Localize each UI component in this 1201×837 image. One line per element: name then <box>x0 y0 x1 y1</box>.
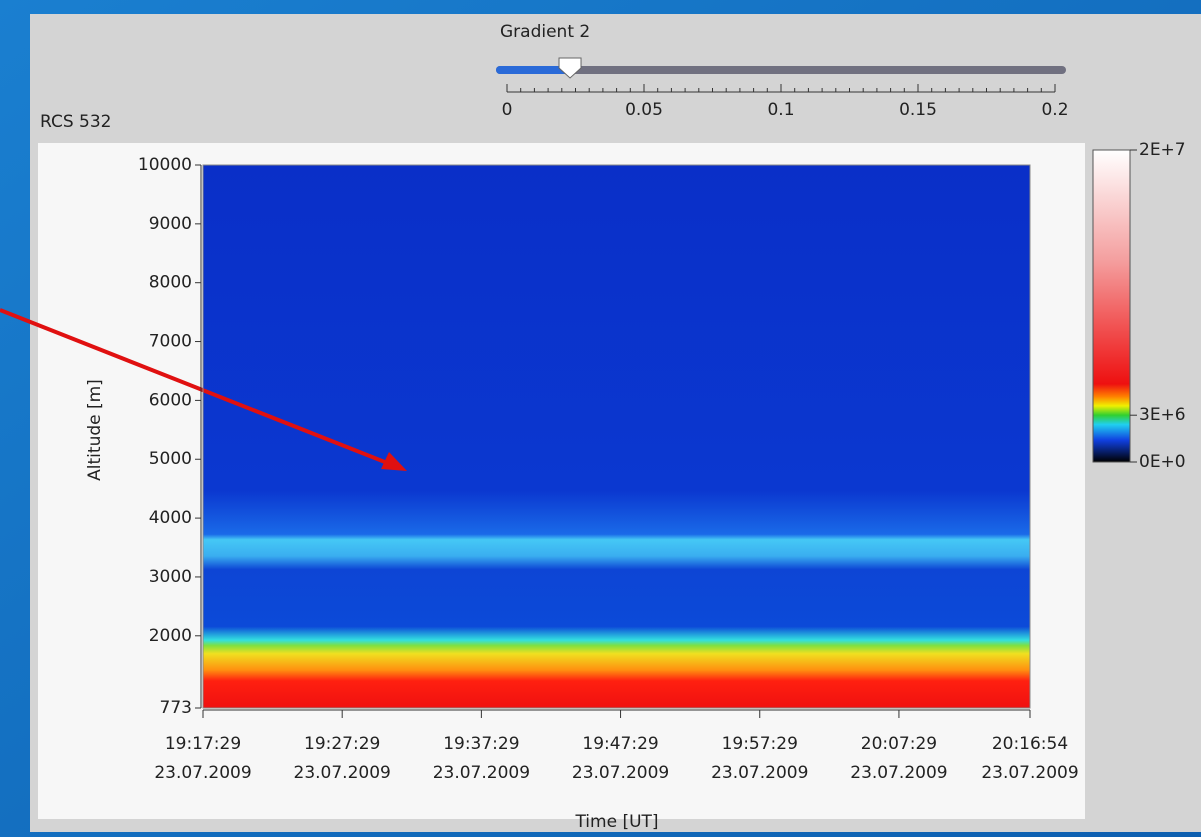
slider-tick-label: 0.1 <box>767 100 794 120</box>
color-tick-label: 0E+0 <box>1139 452 1186 472</box>
x-tick-label: 20:16:54 <box>992 734 1068 754</box>
y-tick-label: 7000 <box>149 332 192 352</box>
slider-tick-label: 0.15 <box>899 100 937 120</box>
x-tick-label: 19:47:29 <box>582 734 658 754</box>
x-tick-label: 20:07:29 <box>861 734 937 754</box>
x-tick-label: 19:37:29 <box>443 734 519 754</box>
graph-title: RCS 532 <box>40 112 111 132</box>
x-tick-date: 23.07.2009 <box>850 763 947 783</box>
y-tick-label: 6000 <box>149 390 192 410</box>
y-tick-label: 8000 <box>149 273 192 293</box>
x-tick-date: 23.07.2009 <box>154 763 251 783</box>
screen: Gradient 2 RCS 532 Time [UT] Altitude [m… <box>0 0 1201 837</box>
y-tick-label: 9000 <box>149 214 192 234</box>
x-tick-label: 19:17:29 <box>165 734 241 754</box>
y-axis-label: Altitude [m] <box>85 379 105 481</box>
color-tick-label: 2E+7 <box>1139 140 1186 160</box>
intensity-image <box>203 165 1030 708</box>
y-tick-label: 3000 <box>149 567 192 587</box>
slider-tick-label: 0.2 <box>1041 100 1068 120</box>
x-tick-date: 23.07.2009 <box>294 763 391 783</box>
slider-tick-label: 0 <box>502 100 513 120</box>
x-tick-label: 19:27:29 <box>304 734 380 754</box>
y-tick-label: 10000 <box>138 155 192 175</box>
color-ramp <box>1093 150 1130 462</box>
x-axis-label: Time [UT] <box>574 812 658 832</box>
x-tick-date: 23.07.2009 <box>711 763 808 783</box>
x-tick-date: 23.07.2009 <box>981 763 1078 783</box>
y-tick-label: 5000 <box>149 449 192 469</box>
y-tick-label: 773 <box>160 698 192 718</box>
page: Gradient 2 RCS 532 Time [UT] Altitude [m… <box>0 0 1201 837</box>
x-tick-date: 23.07.2009 <box>572 763 669 783</box>
y-tick-label: 2000 <box>149 626 192 646</box>
x-tick-label: 19:57:29 <box>722 734 798 754</box>
slider-label: Gradient 2 <box>500 22 590 42</box>
color-tick-label: 3E+6 <box>1139 405 1186 425</box>
x-tick-date: 23.07.2009 <box>433 763 530 783</box>
y-tick-label: 4000 <box>149 508 192 528</box>
slider-tick-label: 0.05 <box>625 100 663 120</box>
